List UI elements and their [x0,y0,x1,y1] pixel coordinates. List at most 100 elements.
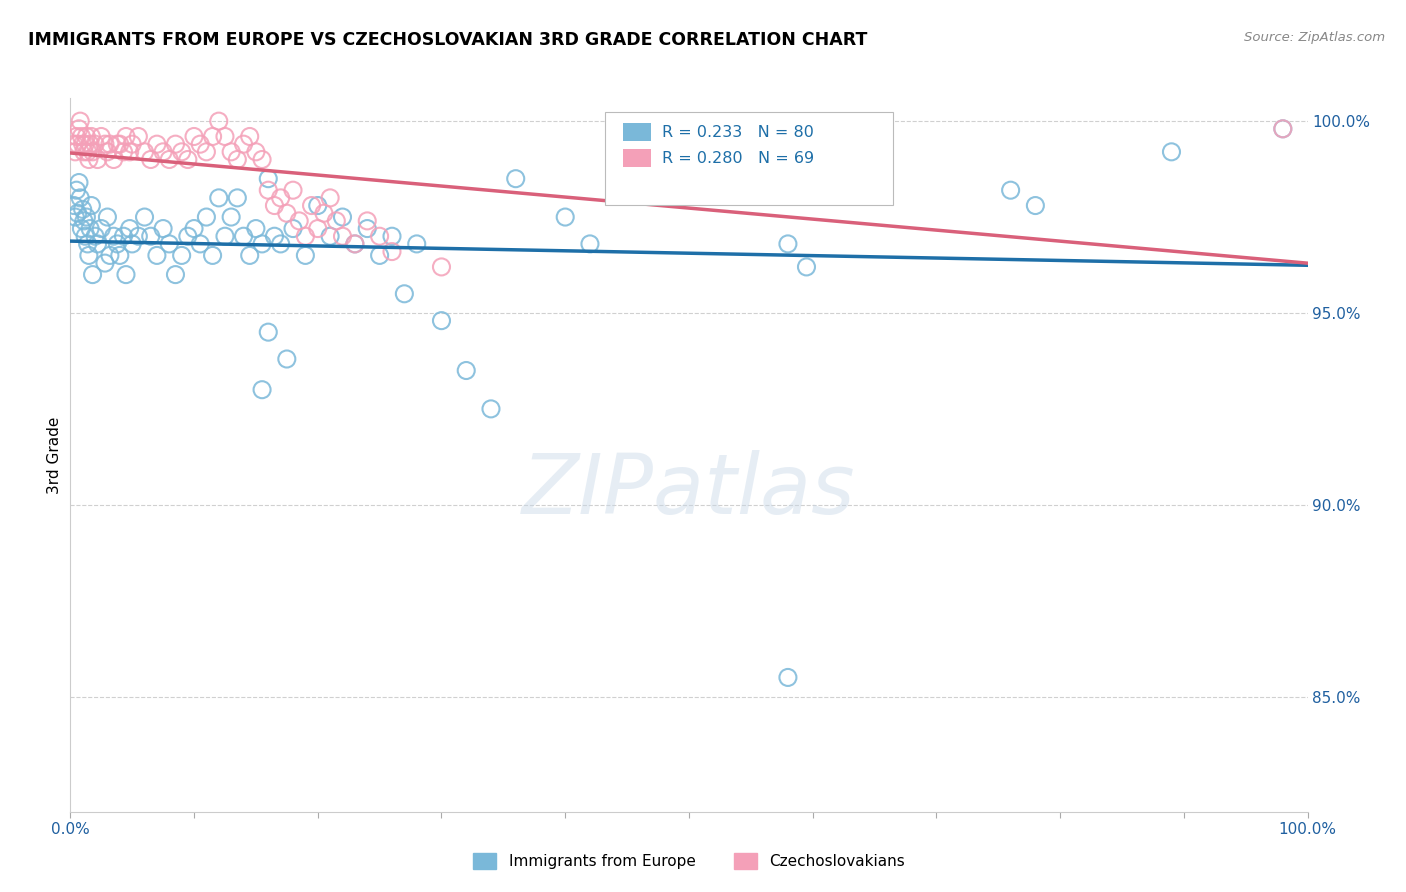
Point [796,260,818,274]
Point [245,221,267,235]
Point [263,229,285,244]
Point [183,129,205,144]
Point [554,210,576,224]
Point [75,129,97,144]
Point [77,248,100,262]
Point [96,210,118,224]
Point [152,221,174,235]
Point [208,114,231,128]
Point [356,214,378,228]
Point [245,145,267,159]
Point [405,236,427,251]
Point [98,248,121,262]
Point [1000,183,1022,197]
Point [257,325,280,339]
Point [195,145,218,159]
Point [67,121,90,136]
Point [86,153,108,167]
Point [208,191,231,205]
Point [98,137,121,152]
Point [127,129,149,144]
Point [63,137,86,152]
Point [77,153,100,167]
Point [115,129,138,144]
Point [381,229,404,244]
Point [67,176,90,190]
Point [115,268,138,282]
Point [188,236,211,251]
Point [312,206,335,220]
Point [332,210,354,224]
Point [105,137,128,152]
Point [146,248,169,262]
Point [281,221,304,235]
Point [82,145,104,159]
Point [73,214,96,228]
Point [165,137,187,152]
Point [1271,121,1294,136]
Point [90,129,112,144]
Point [84,137,107,152]
Point [479,401,502,416]
Point [219,210,242,224]
Point [368,248,391,262]
Point [79,221,101,235]
Text: Source: ZipAtlas.com: Source: ZipAtlas.com [1244,31,1385,45]
Point [112,229,135,244]
Point [214,229,236,244]
Point [226,153,249,167]
Point [177,153,200,167]
Point [108,248,131,262]
Point [139,153,162,167]
Point [103,153,125,167]
Point [86,236,108,251]
Point [72,137,94,152]
Point [319,191,342,205]
Point [72,202,94,217]
Point [239,129,262,144]
Point [94,256,117,270]
Point [343,236,366,251]
Point [276,351,298,366]
Point [214,129,236,144]
Y-axis label: 3rd Grade: 3rd Grade [46,417,62,493]
Point [170,248,193,262]
Point [332,229,354,244]
Point [118,145,141,159]
Point [90,221,112,235]
Point [430,313,453,327]
Point [394,286,416,301]
Point [94,137,117,152]
Point [232,229,254,244]
Point [118,221,141,235]
Point [195,210,218,224]
Point [776,670,799,684]
Point [108,137,131,152]
Point [105,236,128,251]
Point [505,171,527,186]
Point [219,145,242,159]
Point [65,129,87,144]
Point [250,236,273,251]
Point [239,248,262,262]
Point [65,145,87,159]
Point [79,137,101,152]
Point [201,248,224,262]
Point [201,129,224,144]
Point [226,191,249,205]
Point [170,145,193,159]
Point [294,248,316,262]
Point [146,137,169,152]
Point [112,145,135,159]
Point [157,236,180,251]
Point [75,210,97,224]
Point [776,236,799,251]
Point [103,229,125,244]
Point [70,221,93,235]
Point [96,145,118,159]
Point [76,236,98,251]
Point [80,198,103,212]
Point [368,229,391,244]
Point [66,206,89,220]
Point [1271,121,1294,136]
